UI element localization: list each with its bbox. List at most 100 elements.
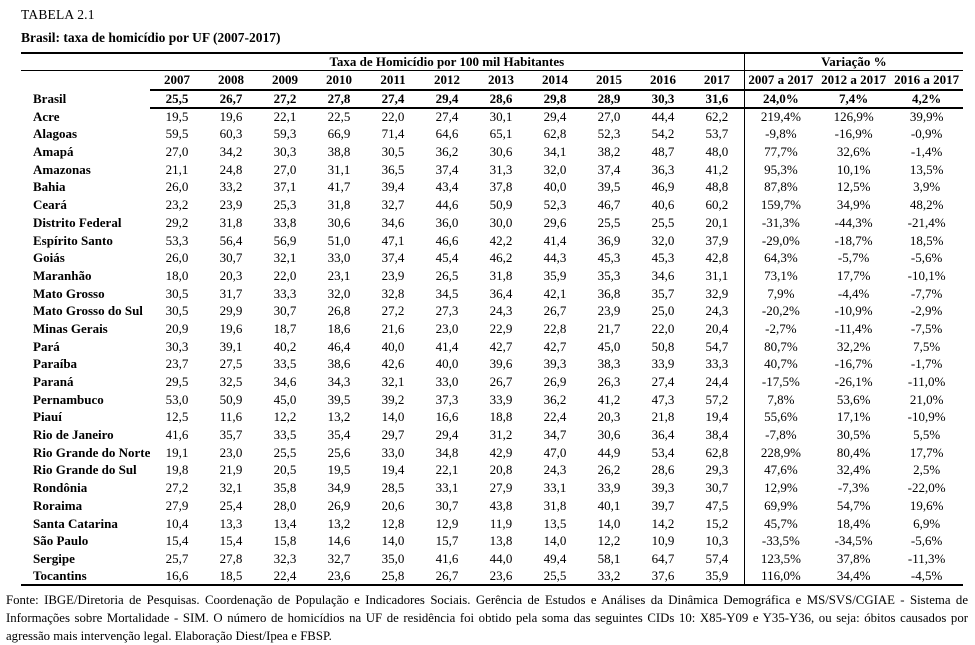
- rate-cell: 33,9: [489, 391, 513, 407]
- rate-cell: 19,5: [327, 462, 351, 478]
- rate-cell: 47,0: [543, 444, 567, 460]
- rate-cell: 57,4: [705, 550, 729, 566]
- rate-cell: 64,7: [651, 550, 675, 566]
- rate-cell: 25,5: [150, 90, 204, 109]
- rate-cell: 29,3: [705, 462, 729, 478]
- variation-cell: -21,4%: [907, 214, 946, 230]
- variation-cell: 10,1%: [836, 161, 871, 177]
- group-header-row: Taxa de Homicídio por 100 mil Habitantes…: [21, 53, 964, 71]
- rate-cell: 33,0: [381, 444, 405, 460]
- variation-cell: 123,5%: [743, 549, 818, 568]
- rate-cell: 20,4: [705, 320, 729, 336]
- homicide-rate-table: Taxa de Homicídio por 100 mil Habitantes…: [21, 52, 964, 587]
- table-row: Ceará 23,2 23,9 25,3 31,8 32,7 44,6 50,9 52,3 46,…: [21, 196, 963, 214]
- rate-cell: 34,1: [543, 144, 567, 160]
- variation-cell: -11,0%: [907, 374, 946, 390]
- rate-cell: 15,7: [435, 533, 459, 549]
- rate-cell: 47,1: [381, 232, 405, 248]
- rate-cell: 27,4: [435, 109, 459, 125]
- table-row: Santa Catarina 10,4 13,3 13,4 13,2 12,8 12,9 11…: [21, 514, 963, 533]
- variation-cell: 2,5%: [913, 462, 941, 478]
- rate-cell: 34,5: [435, 285, 459, 301]
- uf-label: Distrito Federal: [33, 214, 122, 230]
- rate-cell: 23,6: [327, 568, 351, 584]
- rate-cell: 33,9: [597, 480, 621, 496]
- rate-cell: 18,6: [327, 320, 351, 336]
- variation-cell: 40,7%: [743, 355, 818, 373]
- variation-cell: -11,4%: [834, 320, 873, 336]
- uf-label: Mato Grosso do Sul: [33, 303, 143, 319]
- variation-cell: 159,7%: [743, 196, 818, 214]
- rate-cell: 43,4: [435, 179, 459, 195]
- rate-cell: 25,8: [381, 568, 405, 584]
- rate-cell: 27,0: [165, 144, 189, 160]
- rate-cell: 40,0: [381, 338, 405, 354]
- rate-cell: 28,6: [474, 90, 528, 109]
- rate-cell: 25,5: [597, 214, 621, 230]
- variation-cell: -10,1%: [907, 267, 946, 283]
- table-row: Acre 19,5 19,6 22,1 22,5 22,0 27,4 30,1 29,4 27,0…: [21, 107, 963, 126]
- rate-cell: 45,0: [273, 391, 297, 407]
- rate-cell: 39,7: [651, 497, 675, 513]
- variation-cell: 17,7%: [909, 444, 944, 460]
- year-column-header: 2017: [690, 70, 745, 91]
- rate-cell: 20,3: [597, 409, 621, 425]
- rate-cell: 20,3: [219, 267, 243, 283]
- rate-cell: 31,8: [543, 497, 567, 513]
- uf-label: Paraíba: [33, 356, 78, 372]
- rate-cell: 32,7: [381, 197, 405, 213]
- variation-cell: -22,0%: [907, 480, 946, 496]
- rate-cell: 14,6: [327, 533, 351, 549]
- rate-cell: 19,5: [165, 109, 189, 125]
- rate-cell: 38,3: [597, 356, 621, 372]
- rate-cell: 26,3: [597, 374, 621, 390]
- year-column-header: 2011: [366, 70, 420, 91]
- rate-cell: 24,4: [705, 374, 729, 390]
- rate-cell: 60,3: [219, 126, 243, 142]
- rate-cell: 12,9: [435, 515, 459, 531]
- rate-cell: 28,9: [582, 90, 636, 109]
- rate-cell: 30,7: [435, 497, 459, 513]
- table-row: Sergipe 25,7 27,8 32,3 32,7 35,0 41,6 44,0 49,4 5…: [21, 549, 963, 568]
- rate-cell: 27,2: [258, 90, 312, 109]
- variation-cell: 12,5%: [836, 179, 871, 195]
- rate-cell: 36,2: [435, 144, 459, 160]
- uf-label: São Paulo: [33, 533, 89, 549]
- rate-cell: 36,5: [381, 161, 405, 177]
- rate-cell: 12,8: [381, 515, 405, 531]
- rate-cell: 15,8: [273, 533, 297, 549]
- rate-cell: 19,4: [381, 462, 405, 478]
- rate-cell: 33,5: [273, 427, 297, 443]
- rate-cell: 26,7: [543, 303, 567, 319]
- rate-cell: 54,7: [705, 338, 729, 354]
- rate-cell: 33,0: [435, 374, 459, 390]
- table-row: Pará 30,3 39,1 40,2 46,4 40,0 41,4 42,7 42,7 45,0…: [21, 337, 963, 356]
- corner-cell: [21, 71, 150, 91]
- rate-cell: 29,4: [435, 427, 459, 443]
- year-column-header: 2016: [636, 70, 690, 91]
- variation-cell: 12,9%: [743, 479, 818, 497]
- rate-cell: 35,7: [219, 427, 243, 443]
- rate-cell: 48,7: [651, 144, 675, 160]
- rate-cell: 15,2: [705, 515, 729, 531]
- rate-cell: 36,9: [597, 232, 621, 248]
- rate-cell: 37,9: [705, 232, 729, 248]
- rate-cell: 37,6: [651, 568, 675, 584]
- variation-cell: 30,5%: [836, 427, 871, 443]
- rate-cell: 46,2: [489, 250, 513, 266]
- variation-cell: 7,8%: [743, 390, 818, 409]
- uf-label: Rio Grande do Sul: [33, 462, 137, 478]
- rate-cell: 32,5: [219, 374, 243, 390]
- rate-cell: 35,4: [327, 427, 351, 443]
- variation-cell: -7,8%: [743, 426, 818, 444]
- rate-cell: 34,7: [543, 427, 567, 443]
- table-row: Pernambuco 53,0 50,9 45,0 39,5 39,2 37,3 33,9 36…: [21, 390, 963, 409]
- rate-cell: 39,3: [651, 480, 675, 496]
- uf-label: Amazonas: [33, 161, 91, 177]
- rate-cell: 31,8: [327, 197, 351, 213]
- table-row: Amapá 27,0 34,2 30,3 38,8 30,5 36,2 30,6 34,1 38,…: [21, 143, 963, 161]
- uf-label: Acre: [33, 108, 60, 124]
- rate-cell: 36,2: [543, 391, 567, 407]
- rate-cell: 35,3: [597, 267, 621, 283]
- rate-cell: 27,3: [435, 303, 459, 319]
